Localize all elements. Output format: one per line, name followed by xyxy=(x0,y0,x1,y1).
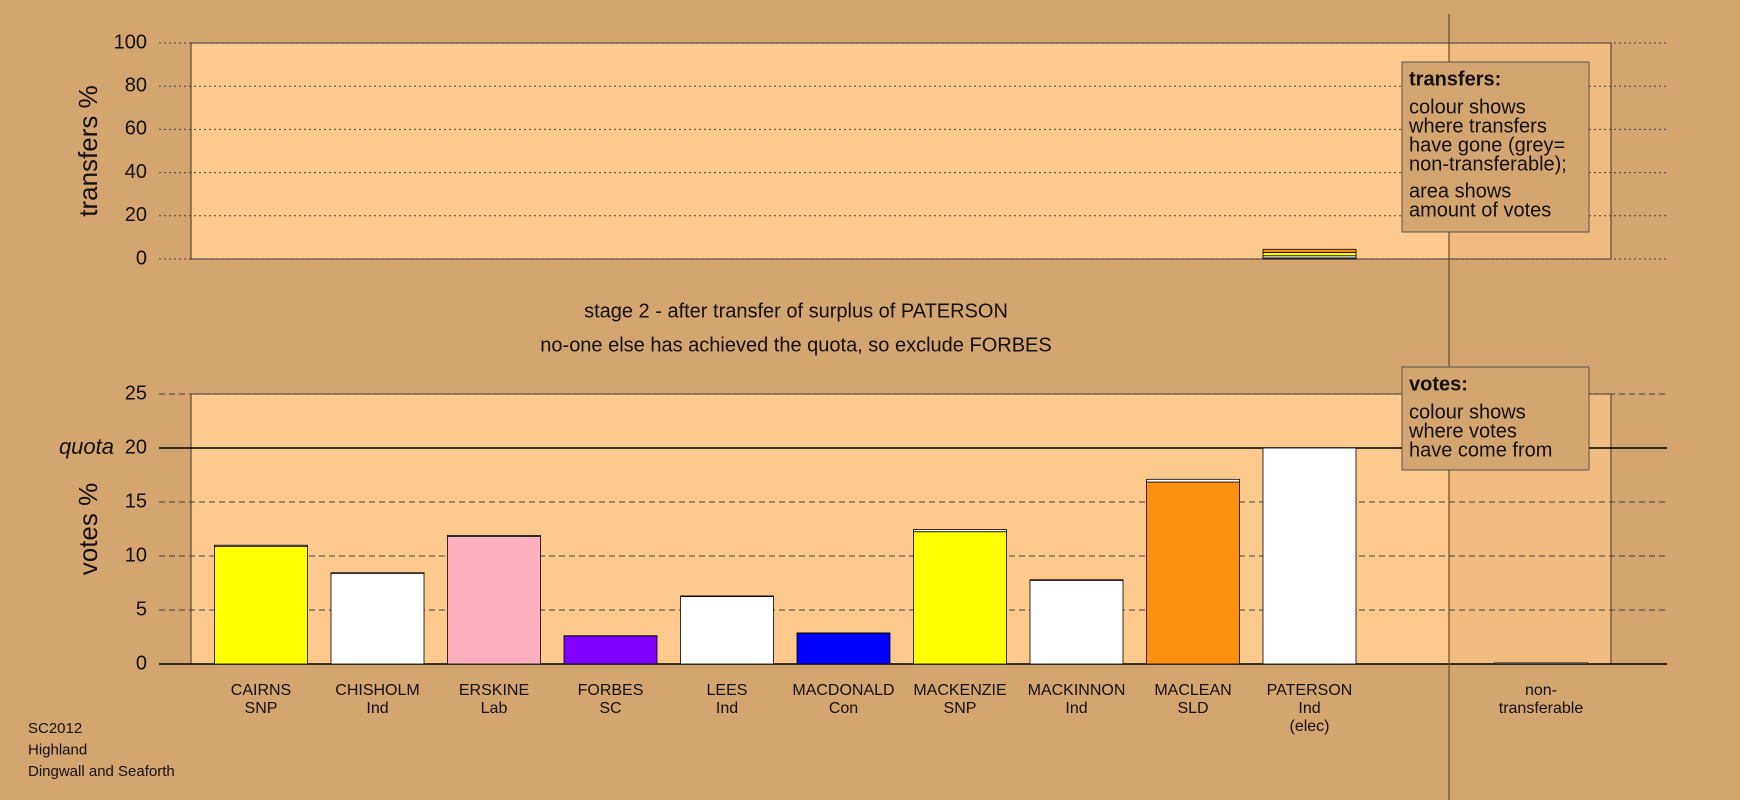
x-tick-label: MACDONALD xyxy=(792,682,894,699)
x-tick-label: SNP xyxy=(944,700,977,717)
x-tick-label: LEES xyxy=(707,682,748,699)
x-tick-label: non- xyxy=(1525,682,1557,699)
bar-segment xyxy=(447,536,541,665)
x-tick-label: MACKINNON xyxy=(1028,682,1126,699)
x-tick-label: Ind xyxy=(716,700,738,717)
legend-text: where votes xyxy=(1408,420,1517,442)
y-tick-label: 20 xyxy=(125,436,147,458)
bar-segment xyxy=(913,529,1007,533)
y-tick-label: 0 xyxy=(136,652,147,674)
x-tick-label: Con xyxy=(829,700,858,717)
footer-text: Highland xyxy=(28,741,87,758)
quota-label: quota xyxy=(59,434,114,459)
bar-segment xyxy=(1494,662,1588,665)
y-axis-label: votes % xyxy=(73,483,103,576)
legend-text: have gone (grey= xyxy=(1409,134,1565,156)
y-tick-label: 100 xyxy=(114,31,147,53)
plot-area xyxy=(190,42,1612,260)
bar-segment xyxy=(1262,248,1357,253)
bar-segment xyxy=(796,632,891,665)
legend-text: colour shows xyxy=(1409,401,1526,423)
x-tick-label: PATERSON xyxy=(1267,682,1353,699)
legend-text: amount of votes xyxy=(1409,199,1551,221)
legend-text: where transfers xyxy=(1408,115,1547,137)
bar-segment xyxy=(680,596,774,665)
legend-text: area shows xyxy=(1409,180,1511,202)
bar-segment xyxy=(1146,478,1240,483)
bar-segment xyxy=(680,595,774,597)
x-tick-label: CAIRNS xyxy=(231,682,291,699)
y-tick-label: 15 xyxy=(125,490,147,512)
x-tick-label: (elec) xyxy=(1289,718,1329,735)
x-tick-label: MACKENZIE xyxy=(913,682,1006,699)
x-tick-label: FORBES xyxy=(578,682,644,699)
bar-segment xyxy=(1262,447,1357,665)
y-tick-label: 10 xyxy=(125,544,147,566)
x-tick-label: MACLEAN xyxy=(1154,682,1231,699)
bar-segment xyxy=(214,545,308,665)
bar-segment xyxy=(1029,579,1124,665)
bar-segment xyxy=(1262,252,1357,257)
x-tick-label: CHISHOLM xyxy=(335,682,419,699)
y-tick-label: 80 xyxy=(125,74,147,96)
bar-segment xyxy=(1029,579,1124,581)
y-tick-label: 25 xyxy=(125,382,147,404)
y-tick-label: 0 xyxy=(136,247,147,269)
legend-box xyxy=(1401,61,1590,233)
legend-box xyxy=(1401,366,1590,471)
bar-segment xyxy=(214,544,308,547)
footer-text: SC2012 xyxy=(28,720,82,737)
x-tick-label: ERSKINE xyxy=(459,682,529,699)
footer-text: Dingwall and Seaforth xyxy=(28,763,175,780)
x-tick-label: Lab xyxy=(481,700,508,717)
y-tick-label: 60 xyxy=(125,118,147,140)
x-tick-label: SC xyxy=(599,700,621,717)
x-tick-label: Ind xyxy=(366,700,388,717)
x-tick-label: SNP xyxy=(245,700,278,717)
legend-text: non-transferable); xyxy=(1409,153,1567,175)
y-tick-label: 5 xyxy=(136,598,147,620)
bar-segment xyxy=(1146,481,1240,665)
y-axis-label: transfers % xyxy=(73,85,103,217)
bar-segment xyxy=(330,572,425,665)
plot-area xyxy=(190,393,1612,665)
legend-title: transfers: xyxy=(1409,68,1501,90)
legend-text: have come from xyxy=(1409,439,1552,461)
bar-segment xyxy=(563,635,658,665)
x-tick-label: Ind xyxy=(1298,700,1320,717)
x-tick-label: Ind xyxy=(1065,700,1087,717)
bar-segment xyxy=(330,572,425,574)
y-tick-label: 20 xyxy=(125,204,147,226)
y-tick-label: 40 xyxy=(125,161,147,183)
stage-text: stage 2 - after transfer of surplus of P… xyxy=(584,300,1008,322)
x-tick-label: SLD xyxy=(1177,700,1208,717)
legend-title: votes: xyxy=(1409,373,1468,395)
legend-text: colour shows xyxy=(1409,96,1526,118)
x-tick-label: transferable xyxy=(1499,700,1584,717)
bar-segment xyxy=(913,531,1007,665)
stage-text: no-one else has achieved the quota, so e… xyxy=(540,334,1051,356)
bar-segment xyxy=(447,535,541,537)
